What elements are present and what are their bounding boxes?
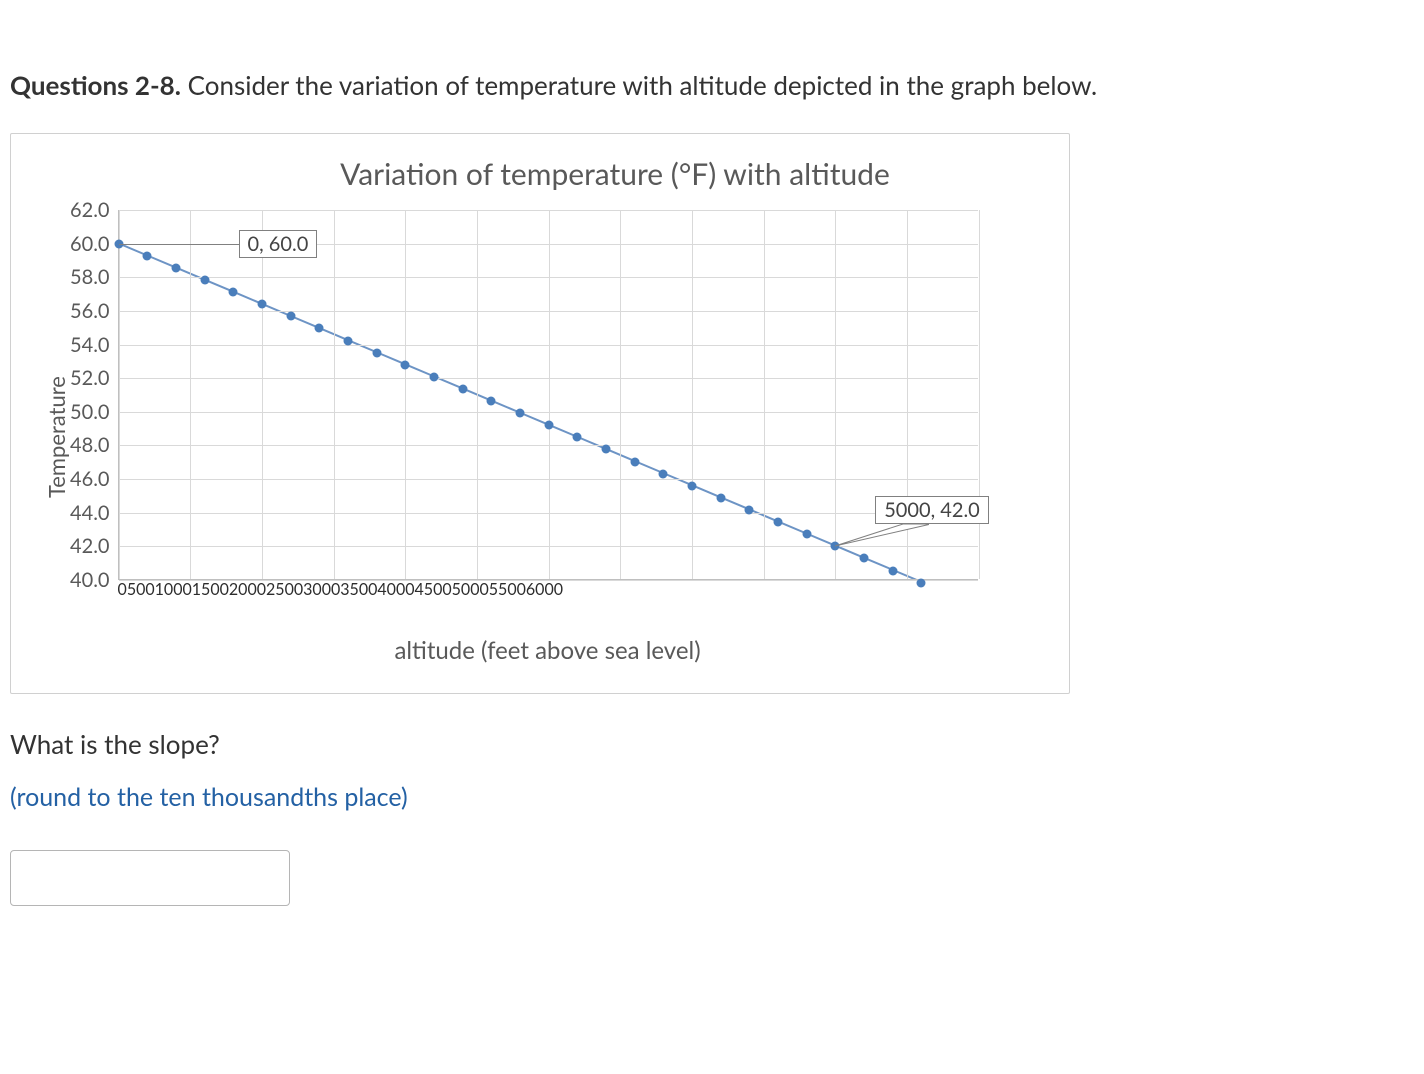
data-point (315, 324, 324, 333)
data-point (515, 409, 524, 418)
data-point (859, 554, 868, 563)
x-tick-label: 500 (127, 580, 155, 599)
data-point (458, 384, 467, 393)
data-point (544, 421, 553, 430)
answer-input[interactable] (10, 850, 290, 906)
chart-title: Variation of temperature (°F) with altit… (189, 156, 1041, 192)
data-callout: 0, 60.0 (239, 230, 318, 258)
x-tick-label: 2500 (266, 580, 303, 599)
data-point (716, 493, 725, 502)
data-point (573, 433, 582, 442)
gridline-vertical (835, 210, 836, 579)
data-point (143, 251, 152, 260)
data-point (888, 566, 897, 575)
gridline-vertical (262, 210, 263, 579)
gridline-vertical (620, 210, 621, 579)
rounding-hint: (round to the ten thousandths place) (10, 782, 1404, 812)
data-point (229, 288, 238, 297)
y-axis-label: Temperature (39, 210, 70, 665)
data-point (659, 469, 668, 478)
data-point (802, 530, 811, 539)
x-tick-row: 0500100015002000250030003500400045005000… (118, 580, 978, 606)
x-tick-label: 1000 (155, 580, 192, 599)
chart-wrap: Temperature 62.060.058.056.054.052.050.0… (39, 210, 1041, 665)
y-tick-column: 62.060.058.056.054.052.050.048.046.044.0… (70, 210, 118, 580)
x-tick-label: 3000 (303, 580, 340, 599)
x-tick-label: 5500 (489, 580, 526, 599)
data-point (286, 312, 295, 321)
question-heading: Questions 2-8. Consider the variation of… (10, 66, 1404, 105)
x-axis-label: altitude (feet above sea level) (118, 636, 978, 665)
gridline-vertical (334, 210, 335, 579)
gridline-vertical (549, 210, 550, 579)
chart-card: Variation of temperature (°F) with altit… (10, 133, 1070, 694)
plot-box: 0, 60.05000, 42.0 0500100015002000250030… (118, 210, 978, 665)
x-tick-label: 2000 (229, 580, 266, 599)
x-tick-label: 0 (118, 580, 127, 599)
data-point (257, 300, 266, 309)
data-callout: 5000, 42.0 (875, 496, 989, 524)
data-point (401, 360, 410, 369)
data-point (773, 518, 782, 527)
data-point (487, 397, 496, 406)
data-point (745, 506, 754, 515)
x-tick-label: 4500 (415, 580, 452, 599)
slope-prompt: What is the slope? (10, 728, 1404, 760)
gridline-vertical (405, 210, 406, 579)
data-point (343, 336, 352, 345)
data-point (831, 542, 840, 551)
data-point (630, 457, 639, 466)
question-text: Consider the variation of temperature wi… (181, 69, 1097, 101)
data-point (171, 263, 180, 272)
x-tick-label: 6000 (526, 580, 563, 599)
callout-connector (119, 244, 239, 245)
gridline-vertical (764, 210, 765, 579)
x-tick-label: 4000 (377, 580, 414, 599)
data-point (601, 445, 610, 454)
gridline-vertical (477, 210, 478, 579)
question-label: Questions 2-8. (10, 69, 181, 101)
data-point (200, 275, 209, 284)
gridline-vertical (119, 210, 120, 579)
x-tick-label: 5000 (452, 580, 489, 599)
gridline-vertical (190, 210, 191, 579)
gridline-vertical (692, 210, 693, 579)
data-point (687, 481, 696, 490)
x-tick-label: 3500 (340, 580, 377, 599)
plot-area: 0, 60.05000, 42.0 (118, 210, 978, 580)
data-point (429, 372, 438, 381)
x-tick-label: 1500 (192, 580, 229, 599)
data-point (372, 348, 381, 357)
